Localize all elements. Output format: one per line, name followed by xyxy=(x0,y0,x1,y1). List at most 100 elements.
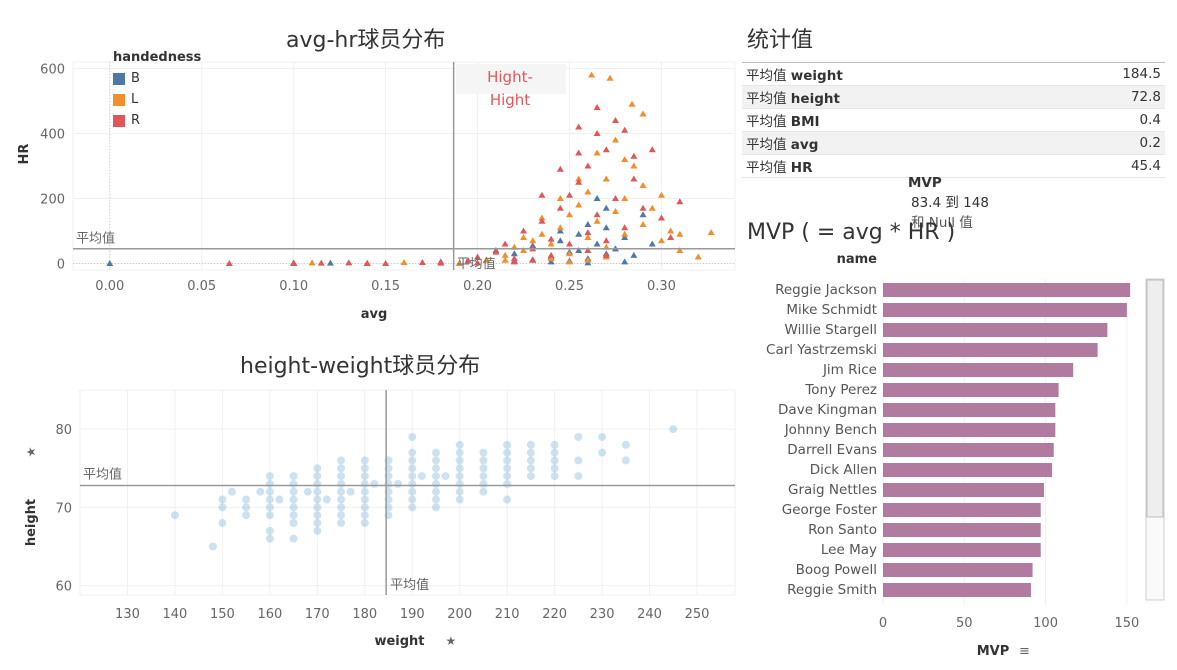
x-tick-label: 240 xyxy=(637,607,662,622)
legend-item-r[interactable]: R xyxy=(113,110,201,131)
data-point xyxy=(431,503,440,512)
x-tick-label: 230 xyxy=(590,607,615,622)
x-tick-label: 150 xyxy=(210,607,235,622)
data-point xyxy=(584,162,592,169)
data-point xyxy=(501,240,509,247)
stats-label: 平均值 avg xyxy=(742,131,1035,155)
data-point xyxy=(503,464,512,473)
data-point xyxy=(337,456,346,465)
x-tick-label: 250 xyxy=(685,607,710,622)
legend-label-l: L xyxy=(131,92,139,107)
mvp-bar xyxy=(883,523,1041,537)
data-point xyxy=(550,456,559,465)
data-point xyxy=(313,479,322,488)
data-point xyxy=(170,511,179,520)
data-point xyxy=(598,448,607,457)
pin-icon: ★ xyxy=(446,634,457,648)
height-weight-scatter-chart[interactable]: 130 140 150 160 170 180 190 200 210 220 230 240 250 6… xyxy=(0,380,740,670)
data-point xyxy=(408,503,417,512)
data-point xyxy=(584,247,592,253)
data-point xyxy=(538,230,546,237)
data-point xyxy=(556,165,564,172)
data-point xyxy=(289,519,298,528)
data-point xyxy=(431,456,440,465)
data-point xyxy=(669,425,678,434)
data-point xyxy=(639,211,647,218)
plot-area xyxy=(72,61,736,271)
stats-row: 平均值 weight 184.5 xyxy=(742,63,1165,86)
data-point xyxy=(547,240,555,247)
data-point xyxy=(550,440,559,449)
data-point xyxy=(474,253,482,260)
y-axis-title: HR xyxy=(17,144,32,165)
data-point xyxy=(526,456,535,465)
data-point xyxy=(657,237,665,244)
data-point xyxy=(648,204,656,211)
bar-category-label: George Foster xyxy=(782,502,878,518)
avg-hr-scatter-chart[interactable]: 0.00 0.05 0.10 0.15 0.20 0.25 0.30 0 200 400 600 Hi… xyxy=(0,50,740,350)
mvp-bar xyxy=(883,303,1127,317)
annotation-hh-line1: Hight- xyxy=(487,68,533,86)
bar-category-label: Jim Rice xyxy=(822,362,877,378)
data-point xyxy=(510,250,518,257)
mvp-bar xyxy=(883,443,1054,457)
data-point xyxy=(526,472,535,481)
data-point xyxy=(464,257,472,264)
data-point xyxy=(648,146,656,153)
data-point xyxy=(313,519,322,528)
data-point xyxy=(606,74,614,81)
data-point xyxy=(208,542,217,551)
stats-value: 184.5 xyxy=(1122,66,1161,82)
x-tick-label: 180 xyxy=(352,607,377,622)
data-point xyxy=(556,237,564,244)
data-point xyxy=(227,487,236,496)
data-point xyxy=(611,136,619,143)
legend-item-l[interactable]: L xyxy=(113,89,201,110)
x-tick-label: 0.20 xyxy=(463,279,492,294)
data-point xyxy=(370,479,379,488)
data-point xyxy=(575,178,583,185)
data-point xyxy=(630,162,638,169)
data-point xyxy=(337,503,346,512)
data-point xyxy=(455,472,464,481)
data-point xyxy=(360,503,369,512)
data-point xyxy=(265,526,274,535)
data-point xyxy=(639,221,647,227)
data-point xyxy=(657,214,665,221)
data-point xyxy=(593,195,601,201)
data-point xyxy=(265,503,274,512)
data-point xyxy=(431,479,440,488)
data-point xyxy=(289,534,298,543)
data-point xyxy=(479,487,488,496)
plot-area xyxy=(79,389,736,596)
stats-row: 平均值 avg 0.2 xyxy=(742,131,1165,155)
x-tick-label: 190 xyxy=(400,607,425,622)
data-point xyxy=(337,479,346,488)
data-point xyxy=(584,234,592,240)
data-point xyxy=(360,479,369,488)
data-point xyxy=(337,495,346,504)
data-point xyxy=(575,230,583,237)
data-point xyxy=(621,440,630,449)
data-point xyxy=(431,472,440,481)
mvp-bar xyxy=(883,543,1041,557)
mvp-bar-chart[interactable]: name Reggie Jackson Mike Schmidt Willie Sta… xyxy=(740,255,1177,670)
mvp-bar xyxy=(883,363,1074,377)
data-point xyxy=(566,250,573,257)
x-tick-label: 50 xyxy=(956,616,973,631)
bar-category-label: Ron Santo xyxy=(808,522,877,538)
data-point xyxy=(526,464,535,473)
data-point xyxy=(479,448,488,457)
legend-item-b[interactable]: B xyxy=(113,68,201,89)
handedness-legend[interactable]: handedness B L R xyxy=(113,50,201,131)
mvp-filter-card[interactable]: MVP 83.4 到 148 和 Null 值 xyxy=(908,173,989,233)
pin-icon: ★ xyxy=(24,447,38,458)
data-point xyxy=(218,519,227,528)
data-point xyxy=(574,432,583,441)
data-point xyxy=(337,464,346,473)
x-tick-label: 0.05 xyxy=(187,279,216,294)
data-point xyxy=(474,259,482,266)
x-tick-label: 160 xyxy=(257,607,282,622)
stats-value: 0.2 xyxy=(1034,131,1165,155)
y-tick-label: 600 xyxy=(40,63,65,78)
